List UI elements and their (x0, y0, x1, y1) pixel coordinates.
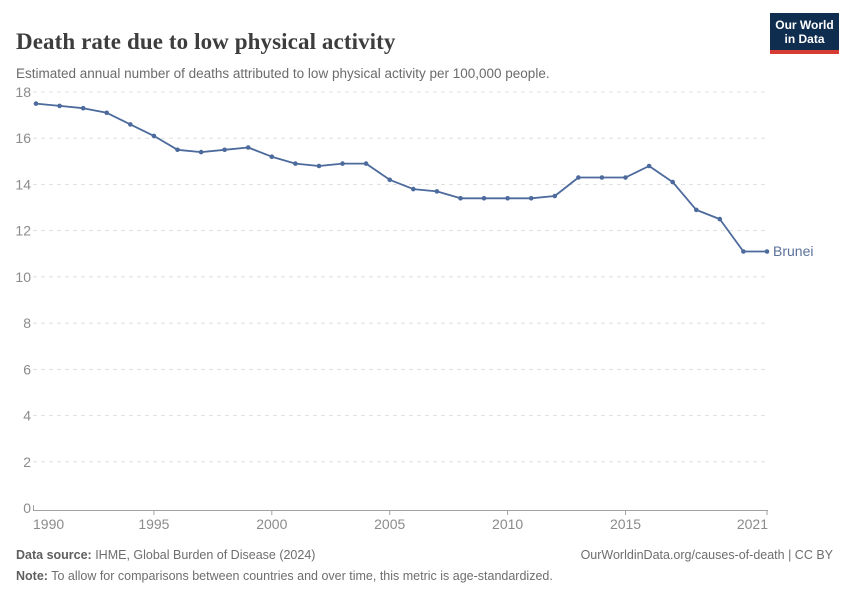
y-tick-label: 4 (23, 408, 31, 424)
x-tick-label: 1990 (33, 516, 64, 532)
x-tick-label: 2010 (492, 516, 523, 532)
data-point-1991[interactable] (57, 103, 62, 109)
chart-subtitle: Estimated annual number of deaths attrib… (16, 65, 550, 81)
data-point-2020[interactable] (741, 249, 746, 254)
owid-logo: Our World in Data (770, 13, 839, 54)
data-point-2006[interactable] (411, 186, 416, 192)
data-point-1992[interactable] (80, 105, 86, 111)
series-end-label[interactable]: Brunei (773, 243, 813, 259)
data-point-1998[interactable] (222, 147, 227, 153)
data-point-2000[interactable] (269, 154, 275, 159)
data-point-2018[interactable] (694, 207, 699, 213)
y-tick-label: 18 (15, 84, 31, 100)
data-point-2015[interactable] (623, 175, 628, 180)
y-tick-label: 16 (15, 130, 31, 146)
footer-note-row: Note: To allow for comparisons between c… (16, 568, 833, 585)
data-point-2001[interactable] (293, 161, 298, 166)
owid-citation-link[interactable]: OurWorldinData.org/causes-of-death | CC … (580, 548, 833, 562)
data-point-1996[interactable] (175, 147, 180, 153)
y-tick-label: 6 (23, 361, 31, 377)
data-point-1997[interactable] (198, 149, 204, 155)
owid-logo-line2: in Data (784, 32, 825, 46)
data-point-2017[interactable] (670, 179, 675, 185)
page-title: Death rate due to low physical activity (16, 29, 396, 55)
footer-source-row: Data source: IHME, Global Burden of Dise… (16, 547, 833, 564)
data-point-2013[interactable] (576, 175, 581, 180)
x-tick-label: 2015 (610, 516, 641, 532)
x-tick-label: 2021 (737, 516, 768, 532)
y-tick-label: 2 (23, 454, 31, 470)
data-point-2010[interactable] (505, 196, 510, 201)
y-tick-label: 12 (15, 223, 31, 239)
data-source-text: IHME, Global Burden of Disease (2024) (91, 548, 316, 562)
data-point-1999[interactable] (245, 145, 251, 150)
data-point-1994[interactable] (128, 122, 133, 127)
x-tick-label: 2000 (256, 516, 287, 532)
data-point-2011[interactable] (528, 196, 534, 201)
note-text: To allow for comparisons between countri… (47, 568, 553, 583)
owid-logo-line1: Our World (775, 18, 834, 32)
data-point-2005[interactable] (387, 177, 393, 183)
data-point-2003[interactable] (340, 161, 345, 166)
data-point-1995[interactable] (151, 133, 157, 139)
data-point-2014[interactable] (599, 175, 605, 180)
data-point-2004[interactable] (363, 161, 369, 166)
note-label: Note: (16, 568, 48, 583)
chart-footer: Data source: IHME, Global Burden of Dise… (16, 547, 833, 585)
data-point-2016[interactable] (646, 163, 652, 169)
data-point-2019[interactable] (717, 216, 723, 222)
data-source-label: Data source: (16, 548, 92, 562)
y-tick-label: 0 (23, 500, 31, 516)
data-point-1990[interactable] (33, 101, 39, 106)
data-point-2008[interactable] (458, 196, 463, 201)
data-source: Data source: IHME, Global Burden of Dise… (16, 547, 315, 564)
x-tick-label: 2005 (374, 516, 405, 532)
brunei-line[interactable] (35, 102, 767, 253)
y-tick-label: 10 (15, 269, 31, 285)
data-point-2002[interactable] (316, 163, 322, 169)
data-point-1993[interactable] (104, 110, 109, 116)
x-tick-label: 1995 (138, 516, 169, 532)
data-point-2007[interactable] (434, 189, 440, 194)
data-point-2012[interactable] (552, 193, 558, 199)
data-point-2021[interactable] (764, 249, 770, 254)
y-tick-label: 8 (23, 315, 31, 331)
y-tick-label: 14 (15, 176, 31, 192)
data-point-2009[interactable] (481, 196, 487, 201)
